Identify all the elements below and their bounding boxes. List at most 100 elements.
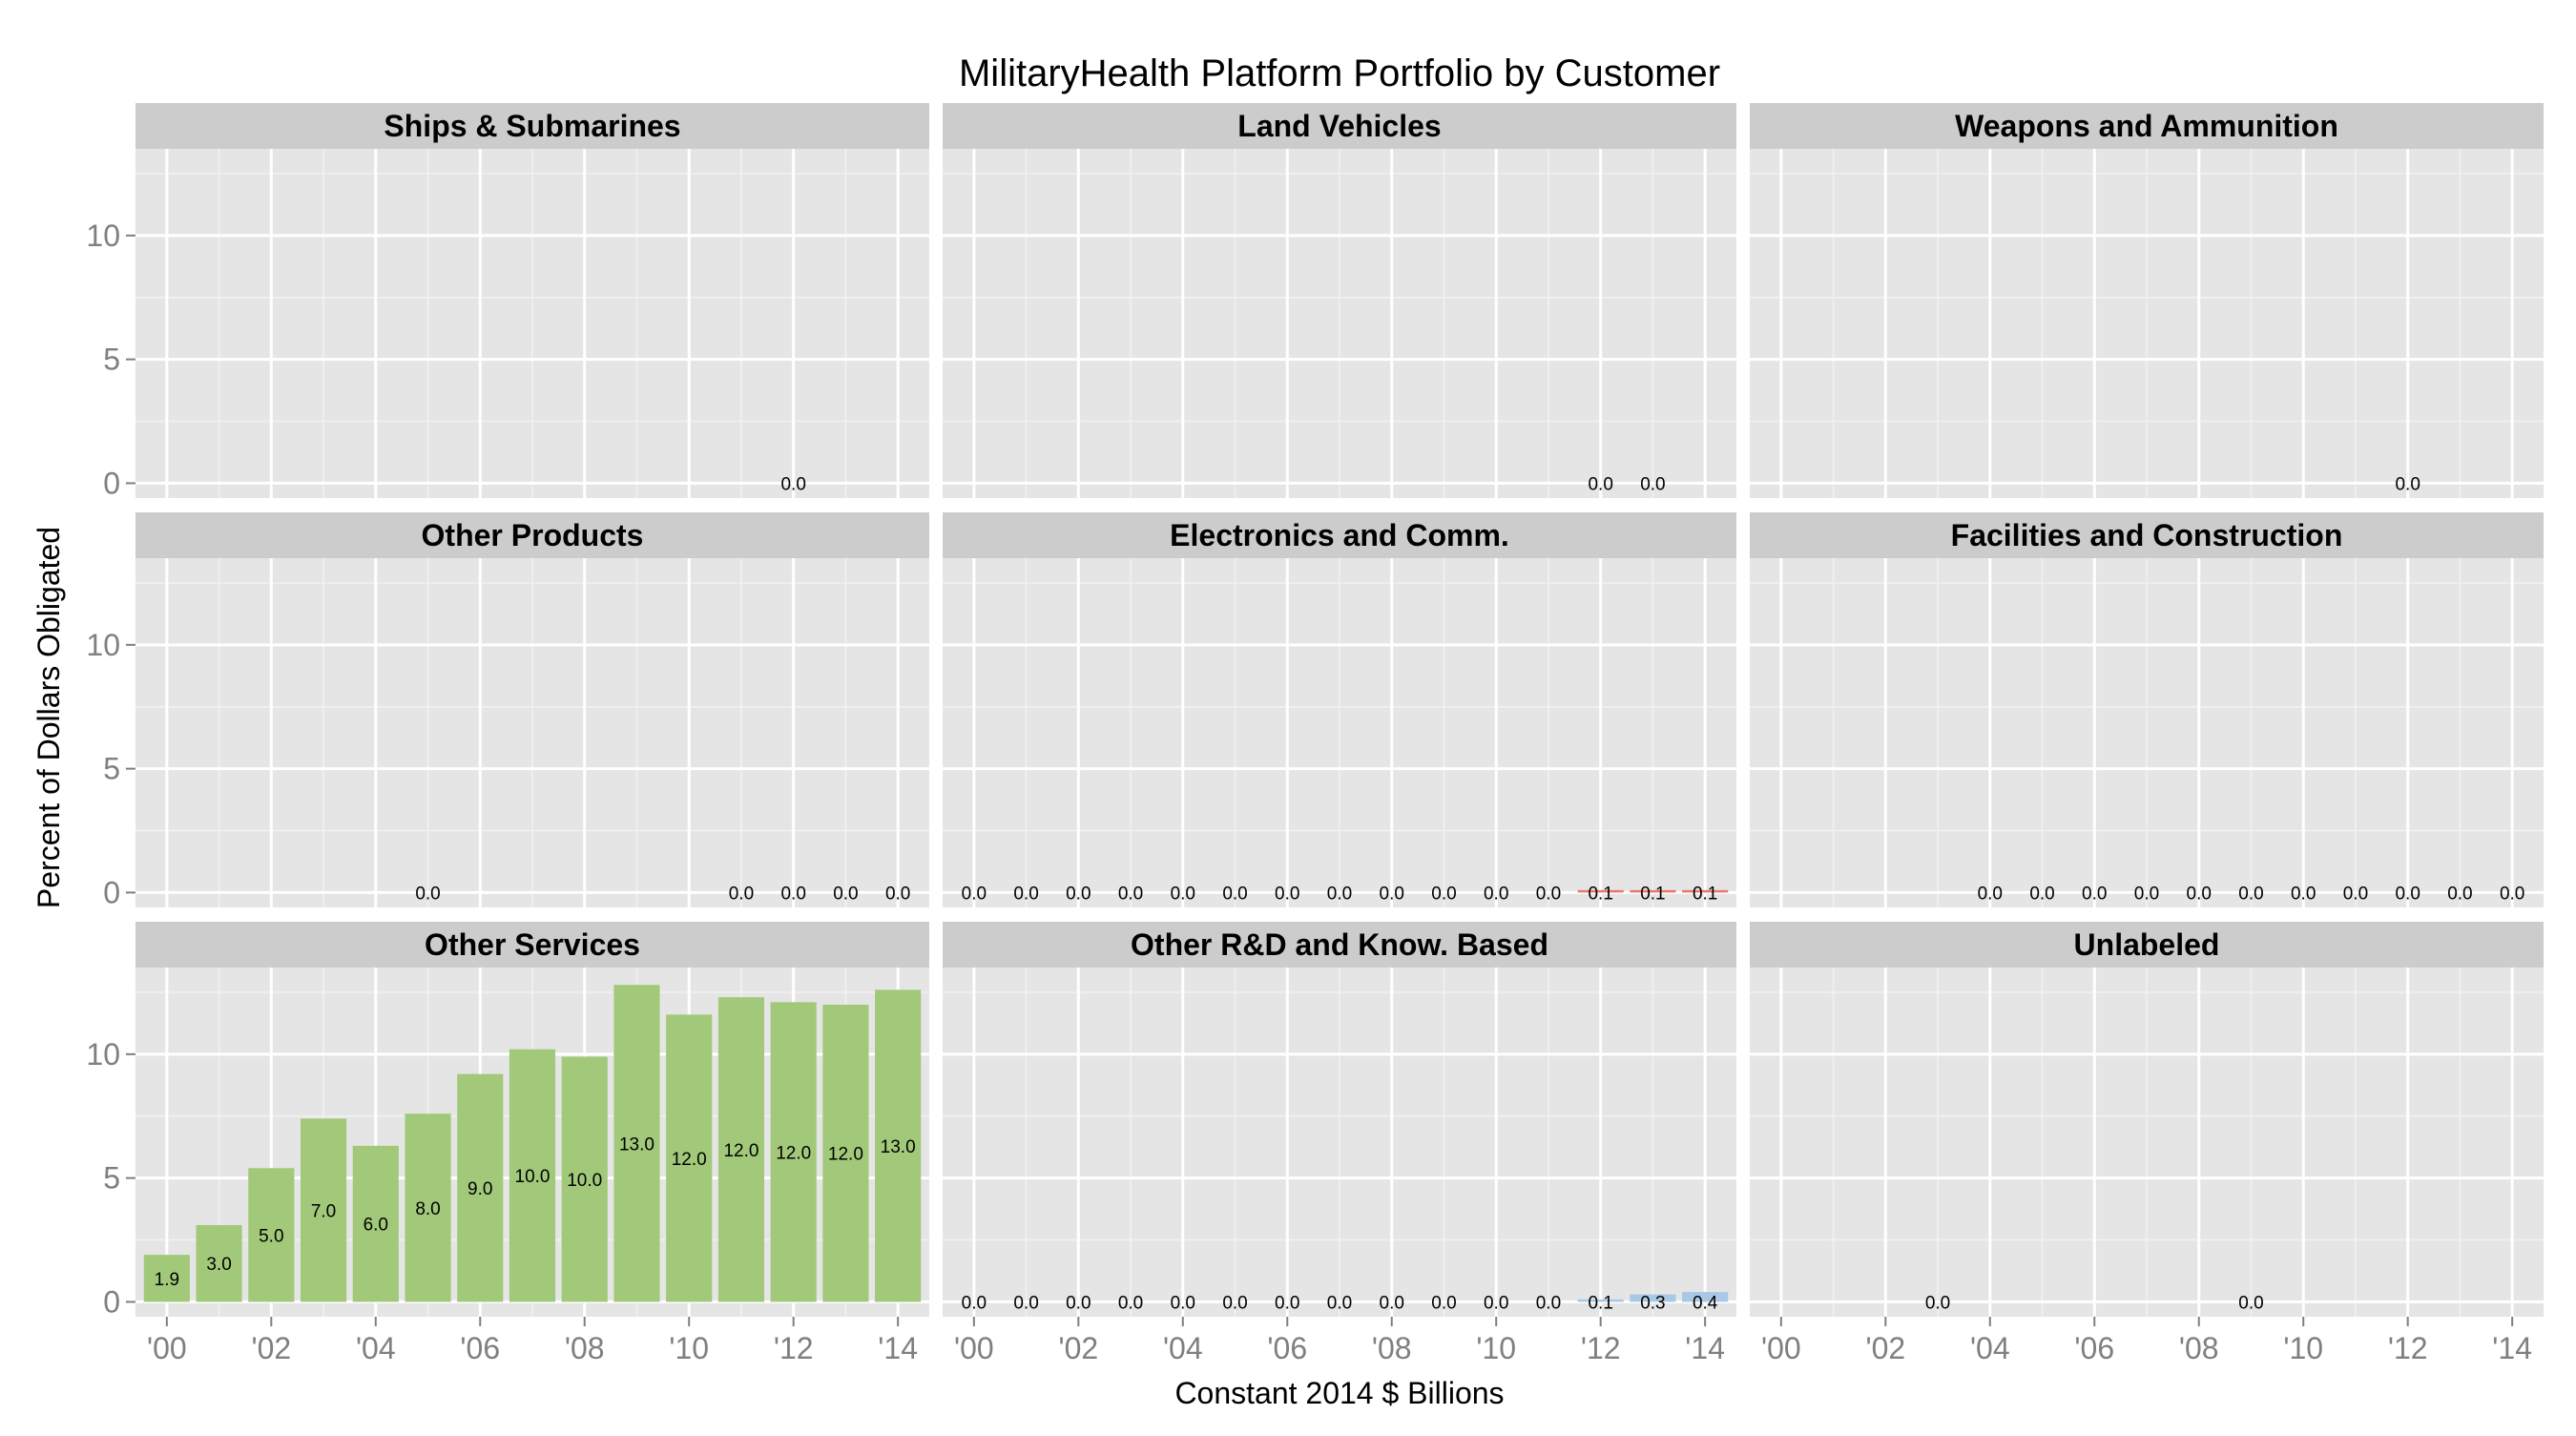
data-bar (613, 985, 660, 1302)
facet-panel: Weapons and Ammunition 0.0 (1750, 103, 2544, 498)
data-label: 12.0 (776, 1143, 811, 1163)
facet-strip (135, 512, 929, 558)
x-tick-label: '02 (251, 1331, 291, 1365)
data-label: 0.0 (1431, 1293, 1456, 1313)
data-label: 0.0 (2343, 884, 2368, 904)
data-bar (770, 1002, 817, 1302)
data-label: 0.0 (1431, 884, 1456, 904)
data-label: 0.0 (1066, 1293, 1091, 1313)
data-label: 0.0 (1327, 1293, 1352, 1313)
x-tick-label: '04 (356, 1331, 396, 1365)
data-label: 8.0 (415, 1199, 440, 1219)
data-label: 0.0 (2395, 884, 2420, 904)
data-label: 13.0 (619, 1134, 654, 1155)
data-label: 0.0 (1536, 884, 1561, 904)
data-bar (457, 1073, 504, 1302)
data-label: 0.0 (2447, 884, 2472, 904)
data-label: 0.0 (1484, 884, 1508, 904)
x-tick-label: '08 (565, 1331, 605, 1365)
data-label: 7.0 (311, 1201, 336, 1221)
data-label: 6.0 (364, 1216, 388, 1236)
data-label: 0.0 (1013, 884, 1038, 904)
x-tick-label: '00 (954, 1331, 994, 1365)
facet-panel: Ships & Submarines 0 5 10 0.0 (86, 103, 929, 500)
data-label: 0.1 (1640, 884, 1665, 904)
data-label: 10.0 (515, 1167, 551, 1187)
data-label: 0.0 (1013, 1293, 1038, 1313)
data-bar (666, 1014, 713, 1302)
data-label: 0.0 (1275, 884, 1299, 904)
data-bar (1630, 889, 1676, 893)
data-label: 0.0 (885, 884, 910, 904)
facet-panel: Facilities and Construction 0.0 0.0 0.0 0.0 0… (1750, 512, 2544, 907)
data-label: 0.0 (1380, 1293, 1404, 1313)
data-label: 0.0 (780, 474, 805, 494)
y-tick-label: 0 (103, 1284, 120, 1319)
facet-strip (1750, 103, 2544, 149)
data-label: 0.0 (415, 884, 440, 904)
data-label: 0.0 (729, 884, 754, 904)
facet-strip (943, 922, 1736, 968)
data-label: 10.0 (567, 1171, 602, 1191)
data-label: 0.0 (1380, 884, 1404, 904)
data-label: 1.9 (155, 1270, 179, 1290)
x-tick-label: '02 (1865, 1331, 1905, 1365)
facet-strip (943, 512, 1736, 558)
data-bar (1682, 889, 1729, 893)
data-label: 0.0 (2187, 884, 2212, 904)
facet-title: Weapons and Ammunition (1955, 109, 2338, 143)
data-label: 0.0 (1066, 884, 1091, 904)
x-tick-label: '14 (2492, 1331, 2532, 1365)
data-bar (875, 989, 922, 1302)
x-tick-label: '00 (1761, 1331, 1801, 1365)
x-tick-label: '14 (878, 1331, 918, 1365)
facet-panel: Unlabeled '00 '02 '04 '06 '08 '10 '12 '14 0.0 0.0 (1750, 922, 2544, 1365)
facet-title: Other R&D and Know. Based (1131, 927, 1548, 962)
facet-title: Land Vehicles (1237, 109, 1441, 143)
data-label: 3.0 (206, 1255, 231, 1275)
data-bar (248, 1168, 295, 1302)
x-tick-label: '06 (1267, 1331, 1307, 1365)
data-label: 0.0 (1484, 1293, 1508, 1313)
data-label: 0.0 (962, 884, 987, 904)
data-label: 0.0 (833, 884, 858, 904)
y-tick-label: 0 (103, 466, 120, 500)
data-bar (1682, 1292, 1729, 1302)
data-label: 12.0 (828, 1145, 863, 1165)
data-bar (196, 1224, 242, 1302)
x-axis-label: Constant 2014 $ Billions (1174, 1376, 1504, 1410)
data-bar (1577, 889, 1624, 893)
chart-title: MilitaryHealth Platform Portfolio by Cus… (959, 52, 1720, 94)
facet-panels: Ships & Submarines 0 5 10 0.0 Land Vehicles 0.… (86, 103, 2544, 1365)
facet-panel: Electronics and Comm. 0.0 0.0 0.0 0.0 0.0 0.0 0… (943, 512, 1736, 907)
data-label: 0.0 (2238, 884, 2263, 904)
data-bar (143, 1255, 190, 1302)
facet-title: Other Services (425, 927, 640, 962)
facet-panel: Land Vehicles 0.0 0.0 (943, 103, 1736, 498)
y-tick-label: 5 (103, 1161, 120, 1196)
data-label: 0.0 (2134, 884, 2159, 904)
data-label: 12.0 (723, 1141, 758, 1161)
data-label: 9.0 (467, 1179, 492, 1199)
x-tick-label: '12 (1581, 1331, 1621, 1365)
data-label: 0.1 (1588, 1293, 1612, 1313)
x-tick-label: '14 (1685, 1331, 1725, 1365)
data-label: 0.0 (2500, 884, 2524, 904)
y-tick-label: 10 (86, 219, 120, 253)
data-label: 0.0 (1536, 1293, 1561, 1313)
facet-panel: Other R&D and Know. Based '00 '02 '04 '06 '08… (943, 922, 1736, 1365)
facet-title: Electronics and Comm. (1170, 518, 1509, 552)
data-label: 0.0 (2291, 884, 2316, 904)
data-label: 0.1 (1588, 884, 1612, 904)
data-bar (717, 997, 765, 1302)
facet-panel: Other Products 0 5 10 0.0 0.0 0.0 0.0 0.0 (86, 512, 929, 909)
facet-strip (1750, 922, 2544, 968)
data-bar (822, 1004, 869, 1302)
data-label: 0.0 (2082, 884, 2107, 904)
data-label: 0.0 (1275, 1293, 1299, 1313)
facet-panel: Other Services 0 5 10 '00 '02 '04 '06 '08 '10 '12 '… (86, 922, 929, 1365)
data-label: 0.0 (962, 1293, 987, 1313)
data-bar (352, 1145, 399, 1302)
